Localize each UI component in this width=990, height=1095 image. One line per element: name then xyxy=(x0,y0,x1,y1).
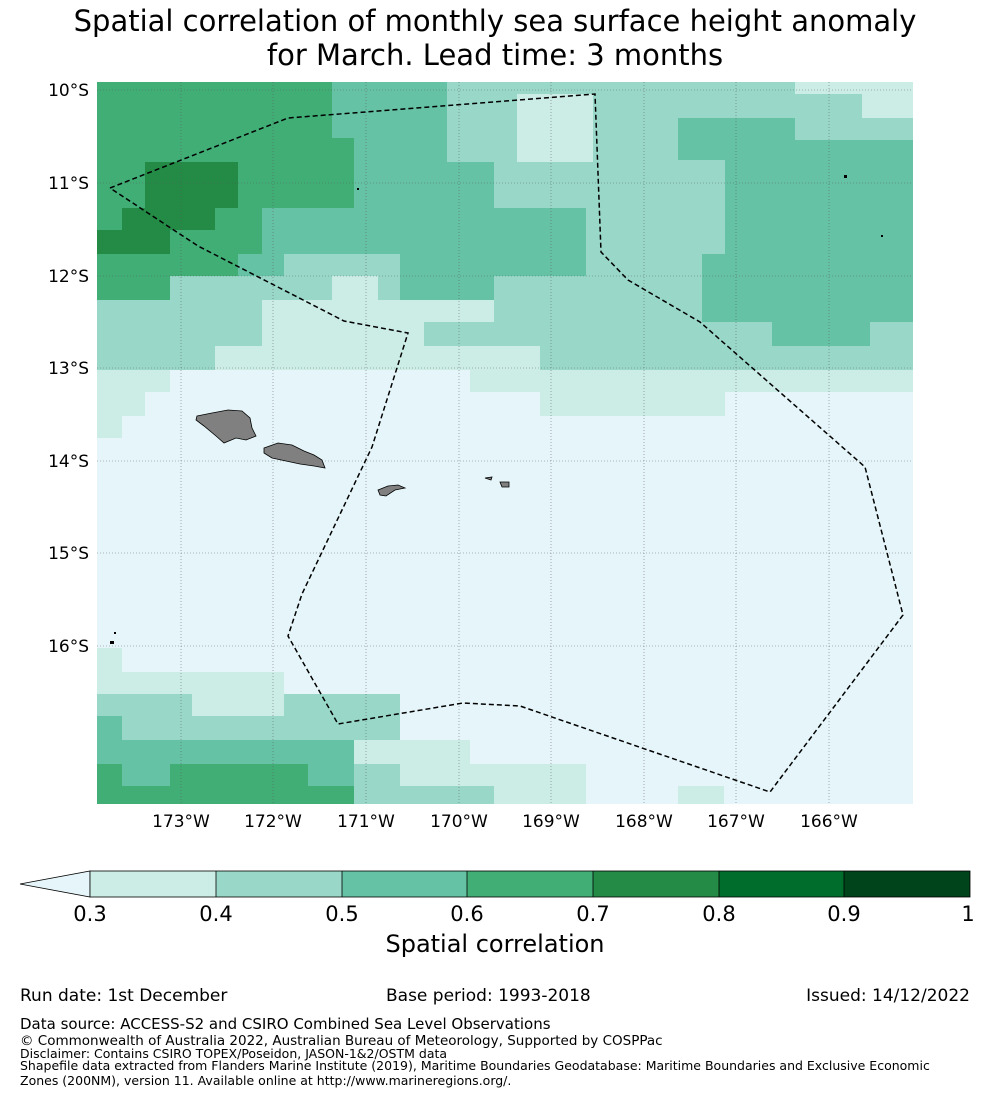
title-line-1: Spatial correlation of monthly sea surfa… xyxy=(73,4,917,38)
colorbar-segment-0.6-0.7 xyxy=(467,871,593,897)
island-manua xyxy=(484,476,510,488)
small-islets xyxy=(110,175,883,644)
colorbar-segment-0.3-0.4 xyxy=(90,871,216,897)
island-savaii xyxy=(195,409,257,444)
field-0.5-east xyxy=(678,118,913,346)
lat-label: 11°S xyxy=(48,174,89,194)
shapefile-credit: Shapefile data extracted from Flanders M… xyxy=(20,1058,930,1088)
lat-label: 16°S xyxy=(48,637,89,657)
run-date: Run date: 1st December xyxy=(20,986,228,1006)
base-period: Base period: 1993-2018 xyxy=(386,986,591,1006)
colorbar-segment-0.9-1 xyxy=(844,871,970,897)
colorbar-tick: 1 xyxy=(961,902,974,926)
disclaimer: Disclaimer: Contains CSIRO TOPEX/Poseido… xyxy=(20,1046,448,1061)
lat-label: 15°S xyxy=(48,544,89,564)
field-0.4-patch-3 xyxy=(795,82,913,94)
longitude-labels: 173°W 172°W 171°W 170°W 169°W 168°W 167°… xyxy=(152,812,858,832)
field-0.4-transition xyxy=(215,276,913,416)
colorbar-segment-0.4-0.5 xyxy=(216,871,342,897)
lon-label: 170°W xyxy=(430,812,488,832)
colorbar-tick: 0.7 xyxy=(576,902,609,926)
colorbar-segment-0.8-0.9 xyxy=(719,871,844,897)
data-source: Data source: ACCESS-S2 and CSIRO Combine… xyxy=(20,1015,551,1033)
colorbar-dividers xyxy=(215,871,845,897)
lat-label: 10°S xyxy=(48,81,89,101)
correlation-field xyxy=(97,82,913,804)
lon-label: 171°W xyxy=(337,812,395,832)
island-upolu xyxy=(263,442,326,469)
lon-label: 172°W xyxy=(244,812,302,832)
field-0.7-core xyxy=(97,162,238,254)
colorbar-tick: 0.9 xyxy=(827,902,860,926)
field-0.4-patch-1 xyxy=(517,94,593,162)
colorbar-segment-0.5-0.6 xyxy=(342,871,467,897)
lon-label: 173°W xyxy=(152,812,210,832)
chart-title: Spatial correlation of monthly sea surfa… xyxy=(0,4,990,72)
latitude-labels: 10°S 11°S 12°S 13°S 14°S 15°S 16°S xyxy=(48,81,89,657)
lon-label: 167°W xyxy=(707,812,765,832)
colorbar-tick: 0.4 xyxy=(199,902,232,926)
colorbar-tick: 0.5 xyxy=(325,902,358,926)
lon-label: 168°W xyxy=(615,812,673,832)
lat-label: 12°S xyxy=(48,267,89,287)
colorbar-under-arrow xyxy=(19,870,91,898)
field-0.5-central xyxy=(238,82,586,300)
lon-label: 169°W xyxy=(522,812,580,832)
colorbar-tick: 0.3 xyxy=(73,902,106,926)
field-0.7-south xyxy=(97,764,354,804)
lon-label: 166°W xyxy=(800,812,858,832)
lat-label: 13°S xyxy=(48,359,89,379)
lat-label: 14°S xyxy=(48,452,89,472)
title-line-2: for March. Lead time: 3 months xyxy=(266,38,724,72)
colorbar-tick: 0.8 xyxy=(702,902,735,926)
colorbar-segment-0.7-0.8 xyxy=(593,871,719,897)
eez-boundary xyxy=(109,93,904,793)
colorbar-label: Spatial correlation xyxy=(385,930,605,958)
field-0.4-west xyxy=(97,370,170,438)
island-tutuila xyxy=(377,484,407,497)
field-0.4-southeast xyxy=(678,786,724,804)
copyright: © Commonwealth of Australia 2022, Austra… xyxy=(20,1033,663,1049)
colorbar-tick: 0.6 xyxy=(450,902,483,926)
colorbar: 0.3 0.4 0.5 0.6 0.7 0.8 0.9 1 xyxy=(19,870,975,926)
issued-date: Issued: 14/12/2022 xyxy=(806,986,970,1006)
field-0.4-patch-2 xyxy=(862,94,913,118)
gridlines xyxy=(97,82,913,804)
colorbar-outline xyxy=(89,870,971,898)
